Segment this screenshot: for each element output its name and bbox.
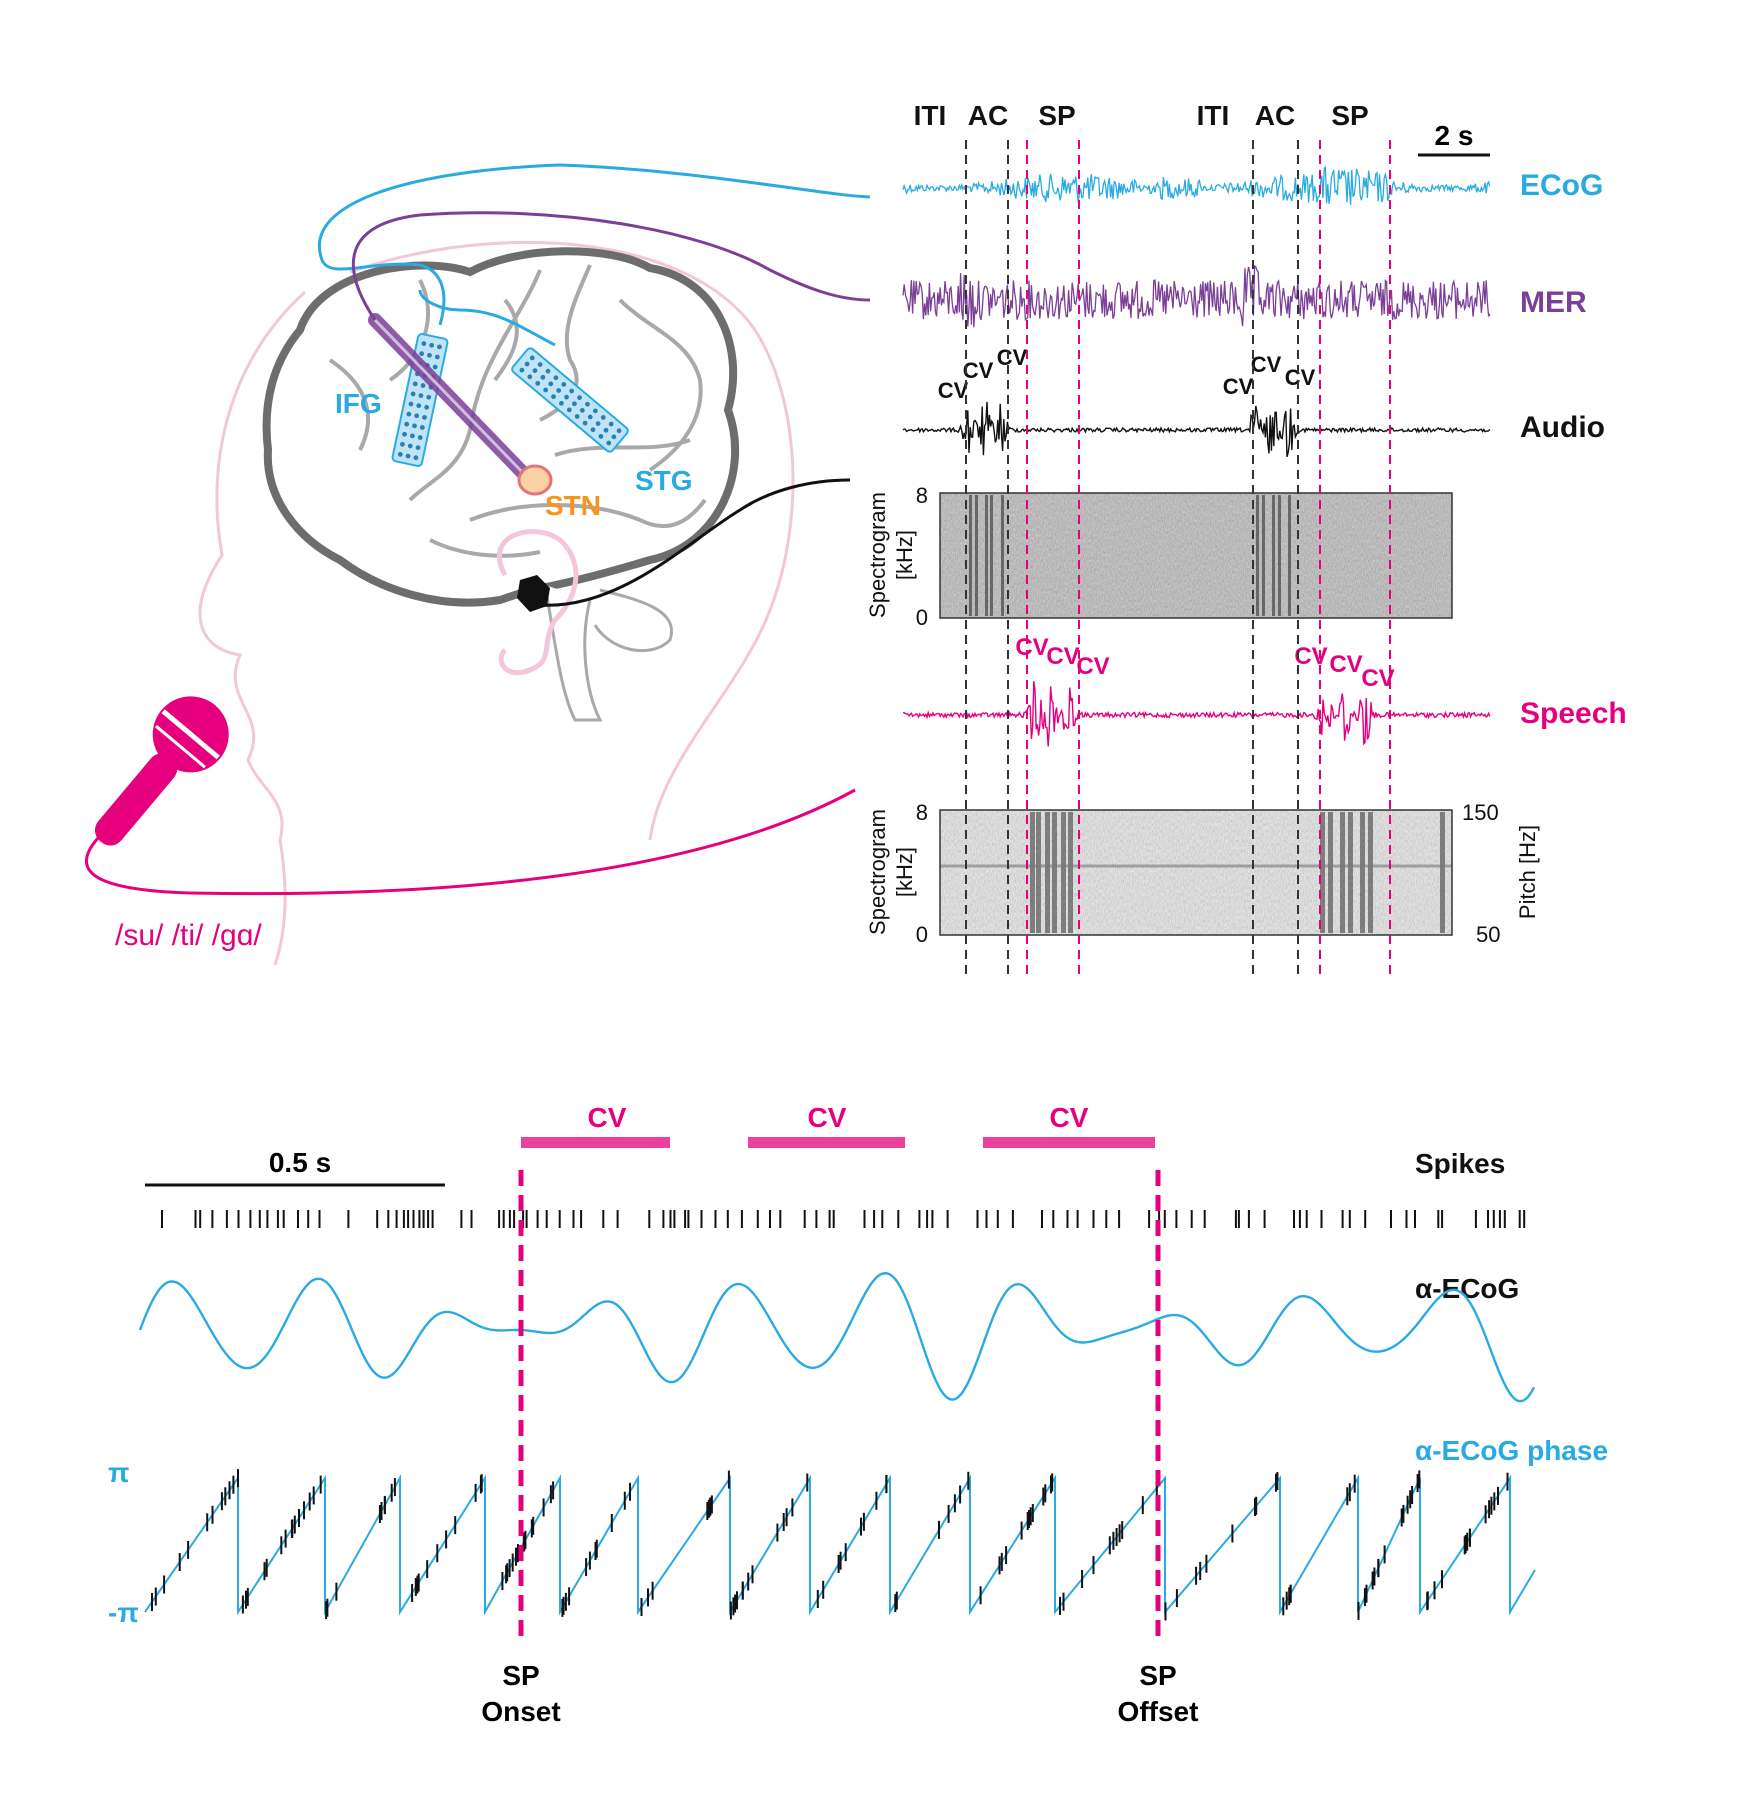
phase-label: SP (1331, 100, 1368, 131)
spec1-ymin: 0 (916, 605, 928, 630)
audio-trace-label: Audio (1520, 411, 1605, 444)
alpha-ecog-trace (138, 1271, 1536, 1403)
speech-trace (902, 681, 1491, 747)
bottom-panel: 0.5 s CV CV CV Spikes α-ECoG α-ECoG phase … (108, 1102, 1608, 1727)
mer-electrode-inner (373, 318, 527, 477)
spec2-ymax: 8 (916, 800, 928, 825)
cv-label: CV (938, 378, 969, 403)
stn-label: STN (545, 490, 601, 521)
mic-cable (85, 788, 856, 896)
cv-bar-label: CV (588, 1102, 627, 1133)
phase-label: SP (1038, 100, 1075, 131)
spec2-rlabel: Pitch [Hz] (1515, 825, 1540, 919)
spec2-yunit: [kHz] (892, 847, 917, 897)
phase-label: AC (968, 100, 1008, 131)
speech-trace-label: Speech (1520, 697, 1627, 730)
cv-label: CV (1294, 643, 1327, 670)
spec2-rmax: 150 (1462, 800, 1499, 825)
spec2-ylabel: Spectrogram (865, 809, 890, 935)
ecog-trace-label: ECoG (1520, 169, 1603, 202)
audio-trace (902, 401, 1491, 458)
cv-label: CV (1223, 374, 1254, 399)
cv-label: CV (1046, 643, 1079, 670)
stg-label: STG (635, 465, 693, 496)
alpha-phase-label: α-ECoG phase (1415, 1435, 1608, 1466)
cv-label: CV (1329, 651, 1362, 678)
spec1-ymax: 8 (916, 483, 928, 508)
alpha-phase-trace (144, 1474, 1536, 1616)
spec1-yunit: [kHz] (892, 530, 917, 580)
sp-onset-label-1: SP (502, 1660, 539, 1691)
phase-label: AC (1255, 100, 1295, 131)
spectrogram-speech: 8 0 Spectrogram [kHz] 150 50 Pitch [Hz] (865, 800, 1540, 947)
syllables-label: /su/ /ti/ /gɑ/ (115, 919, 262, 952)
cv-label: CV (997, 345, 1028, 370)
stn-nucleus (517, 464, 553, 496)
phase-labels: ITI AC SP ITI AC SP (914, 100, 1369, 131)
cv-label: CV (1285, 365, 1316, 390)
spec2-ymin: 0 (916, 922, 928, 947)
spikes-label: Spikes (1415, 1148, 1505, 1179)
stg-ecog-strip (511, 347, 629, 453)
head-illustration: IFG STN STG /su/ /ti/ /gɑ/ (85, 163, 871, 966)
ifg-label: IFG (335, 388, 382, 419)
microphone-icon (94, 696, 229, 846)
cv-label: CV (1015, 634, 1048, 661)
spectrogram-audio: 8 0 Spectrogram [kHz] (865, 483, 1453, 630)
cv-label: CV (1076, 653, 1109, 680)
spec2-rmin: 50 (1476, 922, 1500, 947)
audio-cable (539, 478, 851, 607)
sp-onset-label-2: Onset (481, 1696, 560, 1727)
ecog-cable (318, 163, 871, 326)
phase-label: ITI (914, 100, 947, 131)
bottom-scale-bar-label: 0.5 s (269, 1147, 331, 1178)
ecog-trace (902, 165, 1491, 205)
cv-bar-label: CV (808, 1102, 847, 1133)
mer-cable (351, 211, 871, 321)
cv-bars: CV CV CV (521, 1102, 1155, 1148)
ear (496, 529, 579, 675)
mer-trace-label: MER (1520, 286, 1587, 319)
sp-offset-label-1: SP (1139, 1660, 1176, 1691)
audio-sensor-icon (517, 575, 550, 612)
spec1-ylabel: Spectrogram (865, 492, 890, 618)
head-outline (198, 240, 795, 966)
cerebellum (593, 588, 674, 653)
top-scale-bar-label: 2 s (1435, 120, 1474, 151)
event-lines (965, 140, 1391, 975)
cv-bar-label: CV (1050, 1102, 1089, 1133)
phase-label: ITI (1197, 100, 1230, 131)
spike-raster (161, 1210, 1526, 1228)
mer-trace (902, 264, 1491, 328)
top-panel: ITI AC SP ITI AC SP 2 s ECoG MER Audio Speech… (865, 100, 1627, 975)
cv-label: CV (963, 358, 994, 383)
neg-pi-label: -π (108, 1597, 139, 1628)
pi-label: π (108, 1457, 129, 1488)
phase-spikes (151, 1469, 1509, 1621)
sp-offset-label-2: Offset (1118, 1696, 1199, 1727)
cv-label: CV (1251, 352, 1282, 377)
ecog-cable-2 (418, 289, 556, 347)
